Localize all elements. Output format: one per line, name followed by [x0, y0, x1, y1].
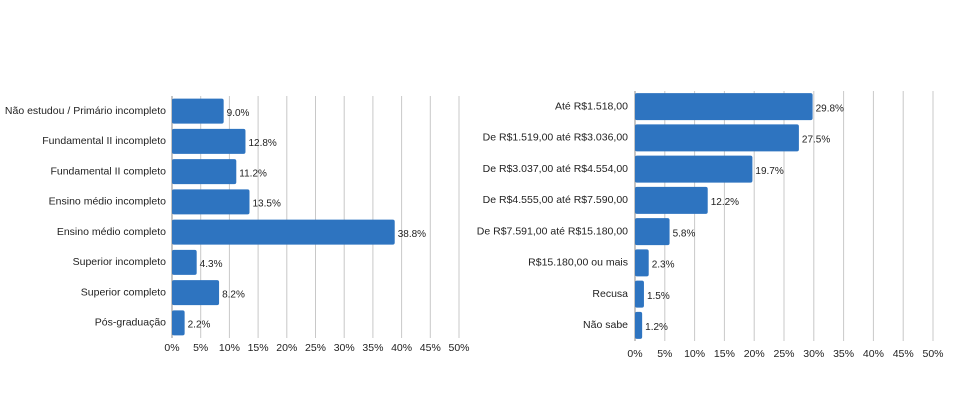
bar: [172, 98, 224, 124]
x-tick-label: 20%: [744, 348, 765, 360]
x-tick-label: 50%: [448, 342, 469, 354]
x-tick-label: 50%: [922, 348, 943, 360]
category-label: Recusa: [592, 288, 628, 300]
value-label: 1.2%: [645, 322, 668, 333]
category-label: De R$7.591,00 até R$15.180,00: [477, 225, 628, 237]
value-label: 29.8%: [816, 103, 844, 114]
x-tick-label: 5%: [193, 342, 208, 354]
x-tick-label: 30%: [334, 342, 355, 354]
category-label: Até R$1.518,00: [555, 100, 628, 112]
value-label: 2.3%: [652, 260, 675, 271]
bar: [172, 128, 246, 154]
x-tick-label: 25%: [305, 342, 326, 354]
value-label: 12.8%: [248, 138, 276, 149]
x-tick-label: 35%: [362, 342, 383, 354]
value-label: 27.5%: [802, 135, 830, 146]
category-label: Fundamental II completo: [50, 165, 166, 177]
value-label: 11.2%: [239, 168, 267, 179]
x-tick-label: 0%: [164, 342, 179, 354]
x-tick-label: 5%: [657, 348, 672, 360]
value-label: 19.7%: [755, 166, 783, 177]
bar: [172, 189, 250, 215]
category-label: Pós-graduação: [95, 317, 166, 329]
bar: [635, 186, 708, 214]
bar: [172, 219, 395, 245]
value-label: 5.8%: [673, 228, 696, 239]
x-tick-label: 15%: [248, 342, 269, 354]
x-tick-label: 45%: [893, 348, 914, 360]
bar: [172, 159, 237, 185]
category-label: Superior completo: [81, 286, 166, 298]
education-bar-chart: 0% 5% 10% 15% 20% 25% 30% 35% 40% 45% 50% Não estud…: [5, 96, 470, 354]
value-label: 38.8%: [398, 229, 426, 240]
x-tick-label: 30%: [803, 348, 824, 360]
bar: [172, 280, 220, 306]
category-label: Não sabe: [583, 319, 628, 331]
x-tick-label: 45%: [420, 342, 441, 354]
x-tick-label: 40%: [391, 342, 412, 354]
bar: [635, 155, 753, 183]
x-tick-label: 10%: [684, 348, 705, 360]
category-label: Fundamental II incompleto: [42, 135, 166, 147]
bar: [172, 310, 185, 336]
value-label: 8.2%: [222, 289, 245, 300]
category-label: Ensino médio completo: [57, 226, 166, 238]
bar: [635, 218, 670, 246]
category-label: De R$4.555,00 até R$7.590,00: [483, 194, 629, 206]
category-label: Ensino médio incompleto: [49, 196, 166, 208]
value-label: 12.2%: [711, 197, 739, 208]
bar: [635, 249, 649, 277]
x-tick-label: 10%: [219, 342, 240, 354]
x-tick-label: 40%: [863, 348, 884, 360]
bar: [635, 280, 644, 308]
category-label: Superior incompleto: [73, 256, 167, 268]
category-label: Não estudou / Primário incompleto: [5, 105, 166, 117]
value-label: 2.2%: [188, 320, 211, 331]
category-label: De R$3.037,00 até R$4.554,00: [483, 163, 629, 175]
x-tick-label: 15%: [714, 348, 735, 360]
x-tick-label: 35%: [833, 348, 854, 360]
bar: [172, 249, 197, 275]
value-label: 13.5%: [252, 199, 280, 210]
value-label: 9.0%: [227, 108, 250, 119]
bar: [635, 93, 813, 121]
x-tick-label: 25%: [773, 348, 794, 360]
x-tick-label: 20%: [276, 342, 297, 354]
value-label: 1.5%: [647, 291, 670, 302]
x-tick-label: 0%: [627, 348, 642, 360]
bar: [635, 124, 799, 152]
category-label: R$15.180,00 ou mais: [528, 257, 628, 269]
value-label: 4.3%: [200, 259, 223, 270]
category-label: De R$1.519,00 até R$3.036,00: [483, 132, 629, 144]
income-bar-chart: 0% 5% 10% 15% 20% 25% 30% 35% 40% 45% 50% Até R$1.5…: [477, 91, 944, 360]
bar: [635, 311, 643, 339]
